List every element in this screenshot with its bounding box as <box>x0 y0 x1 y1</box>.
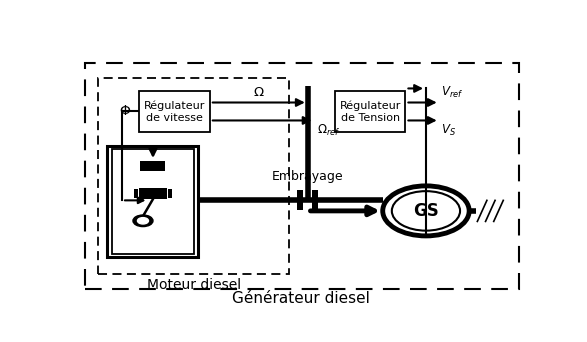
Bar <box>312 190 318 210</box>
Bar <box>297 190 303 210</box>
Text: GS: GS <box>413 202 439 220</box>
Text: $\Phi$: $\Phi$ <box>119 105 131 118</box>
Text: Régulateur
de Tension: Régulateur de Tension <box>339 101 401 122</box>
Text: $\Omega$: $\Omega$ <box>253 86 265 99</box>
Text: Moteur diesel: Moteur diesel <box>147 278 241 292</box>
Bar <box>112 149 194 254</box>
Bar <box>139 91 210 132</box>
Text: $V_{ref}$: $V_{ref}$ <box>441 85 464 101</box>
Text: Générateur diesel: Générateur diesel <box>232 291 370 306</box>
Bar <box>140 161 166 171</box>
Text: Régulateur
de vitesse: Régulateur de vitesse <box>144 101 205 122</box>
Circle shape <box>137 218 149 224</box>
Bar <box>85 63 519 289</box>
Bar <box>134 188 137 198</box>
Bar <box>335 91 406 132</box>
Bar <box>139 188 167 199</box>
Circle shape <box>133 215 153 227</box>
Text: $\Omega_{ref}$: $\Omega_{ref}$ <box>317 122 340 138</box>
Text: Embrayage: Embrayage <box>272 170 343 183</box>
Bar <box>107 146 198 257</box>
Bar <box>99 78 289 274</box>
Bar <box>168 188 172 198</box>
Text: $V_S$: $V_S$ <box>441 122 457 138</box>
